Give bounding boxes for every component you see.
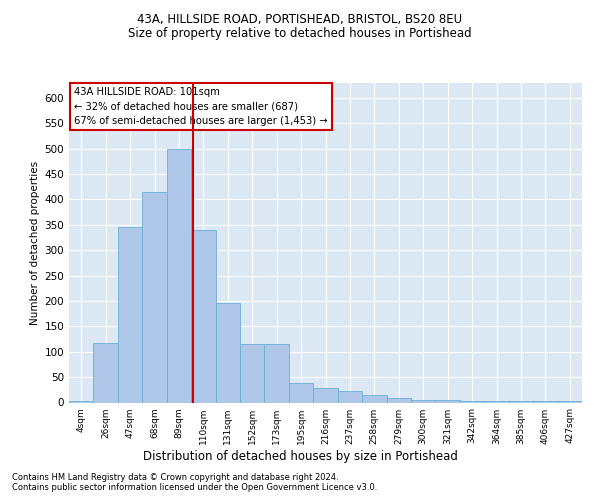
Text: Size of property relative to detached houses in Portishead: Size of property relative to detached ho…: [128, 28, 472, 40]
Text: 43A HILLSIDE ROAD: 101sqm
← 32% of detached houses are smaller (687)
67% of semi: 43A HILLSIDE ROAD: 101sqm ← 32% of detac…: [74, 88, 328, 126]
Bar: [118, 228, 142, 402]
Bar: [289, 383, 313, 402]
Bar: [411, 400, 436, 402]
Bar: [215, 304, 240, 402]
Text: Distribution of detached houses by size in Portishead: Distribution of detached houses by size …: [143, 450, 457, 463]
Bar: [338, 392, 362, 402]
Bar: [362, 396, 386, 402]
Bar: [240, 344, 265, 403]
Bar: [313, 388, 338, 402]
Bar: [265, 344, 289, 403]
Text: 43A, HILLSIDE ROAD, PORTISHEAD, BRISTOL, BS20 8EU: 43A, HILLSIDE ROAD, PORTISHEAD, BRISTOL,…: [137, 12, 463, 26]
Bar: [386, 398, 411, 402]
Bar: [191, 230, 215, 402]
Y-axis label: Number of detached properties: Number of detached properties: [30, 160, 40, 324]
Bar: [142, 192, 167, 402]
Text: Contains public sector information licensed under the Open Government Licence v3: Contains public sector information licen…: [12, 484, 377, 492]
Bar: [94, 342, 118, 402]
Bar: [167, 148, 191, 402]
Text: Contains HM Land Registry data © Crown copyright and database right 2024.: Contains HM Land Registry data © Crown c…: [12, 472, 338, 482]
Bar: [460, 401, 484, 402]
Bar: [436, 400, 460, 402]
